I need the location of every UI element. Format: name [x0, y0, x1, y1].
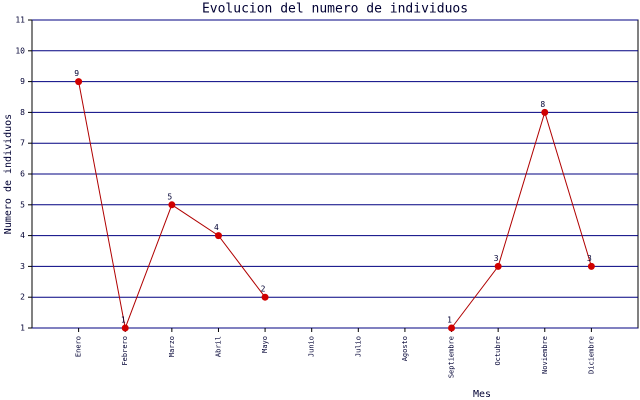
- data-label: 1: [447, 316, 452, 325]
- data-label: 1: [121, 316, 126, 325]
- y-tick-label: 4: [20, 231, 25, 240]
- y-tick-label: 10: [15, 46, 25, 55]
- x-tick-label: Marzo: [168, 336, 176, 357]
- data-label: 3: [587, 254, 592, 263]
- x-tick-label: Noviembre: [541, 336, 549, 374]
- x-tick-label: Junio: [308, 336, 316, 357]
- data-label: 3: [494, 254, 499, 263]
- y-tick-label: 3: [20, 262, 25, 271]
- y-axis-label: Numero de individuos: [3, 114, 14, 234]
- y-tick-label: 5: [20, 200, 25, 209]
- x-tick-label: Julio: [354, 336, 362, 357]
- y-tick-label: 2: [20, 293, 25, 302]
- y-tick-label: 9: [20, 77, 25, 86]
- data-point: [448, 324, 456, 332]
- y-tick-label: 11: [15, 16, 25, 25]
- data-point: [541, 108, 549, 116]
- x-tick-label: Diciembre: [587, 336, 595, 374]
- y-tick-label: 6: [20, 170, 25, 179]
- x-axis-label: Mes: [473, 389, 491, 400]
- data-point: [168, 201, 176, 209]
- data-label: 4: [214, 223, 219, 232]
- data-point: [75, 78, 83, 86]
- x-tick-label: Agosto: [401, 336, 409, 361]
- data-point: [587, 262, 595, 270]
- data-point: [494, 262, 502, 270]
- x-tick-label: Febrero: [121, 336, 129, 366]
- y-tick-label: 7: [20, 139, 25, 148]
- data-label: 9: [74, 69, 79, 78]
- data-point: [261, 293, 269, 301]
- data-label: 8: [540, 100, 545, 109]
- x-tick-label: Enero: [75, 336, 83, 357]
- y-tick-label: 1: [20, 324, 25, 333]
- x-tick-label: Octubre: [494, 336, 502, 366]
- x-tick-label: Septiembre: [448, 336, 456, 378]
- x-tick-label: Abril: [214, 336, 222, 357]
- data-point: [214, 232, 222, 240]
- chart-title: Evolucion del numero de individuos: [202, 2, 468, 17]
- data-label: 2: [261, 285, 266, 294]
- x-tick-label: Mayo: [261, 336, 269, 353]
- data-point: [121, 324, 129, 332]
- y-tick-label: 8: [20, 108, 25, 117]
- data-label: 5: [167, 192, 172, 201]
